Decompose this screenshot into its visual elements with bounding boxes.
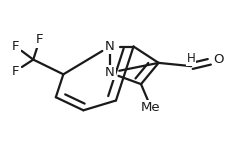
- Text: F: F: [12, 40, 19, 53]
- Text: N: N: [105, 40, 115, 53]
- Text: F: F: [36, 33, 43, 47]
- Text: H: H: [187, 52, 196, 65]
- Text: N: N: [105, 66, 115, 79]
- Text: Me: Me: [141, 101, 161, 114]
- Text: F: F: [12, 65, 19, 78]
- Text: O: O: [213, 53, 224, 66]
